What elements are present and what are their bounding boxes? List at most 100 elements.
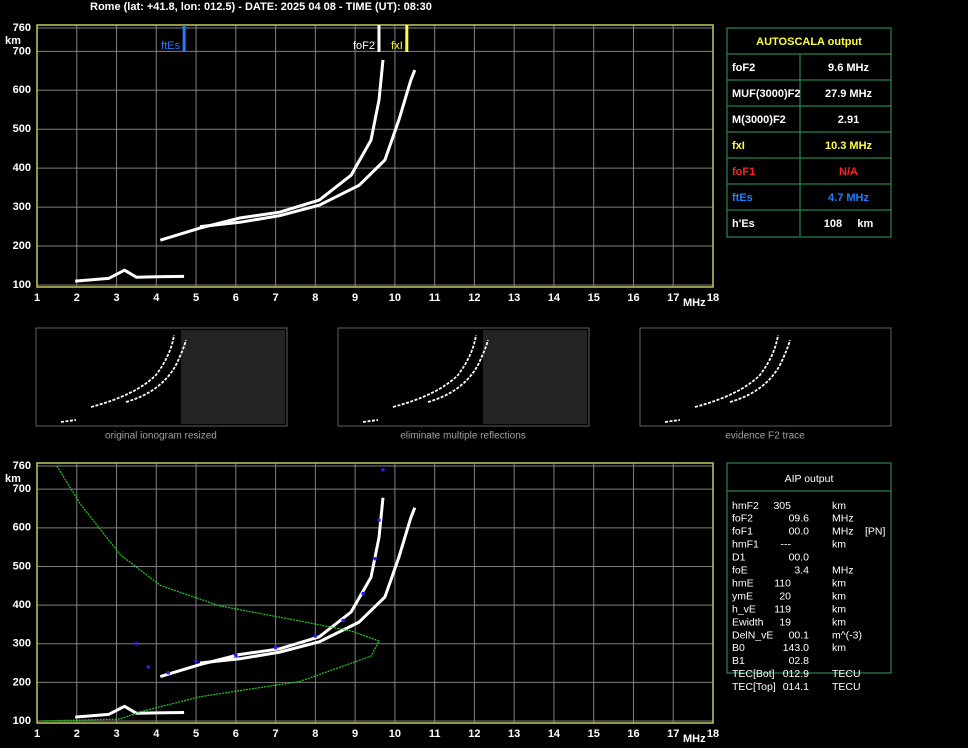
x-tick-label: 13 xyxy=(508,728,520,740)
y-axis-label: km xyxy=(5,473,21,485)
x-tick-label: 6 xyxy=(233,728,239,740)
param-unit: km xyxy=(832,603,846,615)
y-tick-label: 600 xyxy=(13,84,31,96)
param-value: 00.0 xyxy=(789,526,810,538)
y-tick-label: 700 xyxy=(13,483,31,495)
autoscala-panel: AUTOSCALA output foF2 9.6 MHz MUF(3000)F2 27… xyxy=(726,27,892,238)
y-tick-label: 500 xyxy=(13,123,31,135)
aip-panel: AIP output hmF2 305 km foF2 09.6 MHz foF1 00.0 MH… xyxy=(726,462,892,693)
param-value: 19 xyxy=(779,616,791,628)
row-value: 9.6 MHz xyxy=(828,62,869,74)
plot-frame xyxy=(36,24,714,288)
y-tick-label: 500 xyxy=(13,560,31,572)
param-unit: km xyxy=(832,616,846,628)
row-label: MUF(3000)F2 xyxy=(732,88,800,100)
x-tick-label: 10 xyxy=(389,728,401,740)
thumbnail-caption: evidence F2 trace xyxy=(725,431,805,442)
y-tick-label: 200 xyxy=(13,240,31,252)
param-name: hmE xyxy=(732,577,754,589)
x-tick-label: 4 xyxy=(153,728,160,740)
y-tick-label: 100 xyxy=(13,715,31,727)
param-unit: km xyxy=(832,590,846,602)
thumbnail-trace xyxy=(664,334,791,423)
param-value: 02.8 xyxy=(789,655,810,667)
param-name: hmF1 xyxy=(732,539,759,551)
param-value: 20 xyxy=(779,590,791,602)
row-value: 10.3 MHz xyxy=(825,140,873,152)
trace-point xyxy=(381,468,385,472)
param-unit: km xyxy=(832,539,846,551)
row-value: 108 km xyxy=(824,218,874,230)
x-axis-label: MHz xyxy=(683,733,706,745)
param-value: 143.0 xyxy=(783,642,809,654)
row-value: N/A xyxy=(839,166,858,178)
row-label: M(3000)F2 xyxy=(732,114,786,126)
x-tick-label: 3 xyxy=(113,728,119,740)
param-note: [PN] xyxy=(865,526,886,538)
param-name: TEC[Top] xyxy=(732,681,776,693)
param-value: 00.0 xyxy=(789,552,810,564)
x-tick-label: 8 xyxy=(312,728,318,740)
x-tick-label: 14 xyxy=(548,728,561,740)
param-unit: MHz xyxy=(832,565,854,577)
echo-trace xyxy=(75,704,185,719)
y-tick-label: 760 xyxy=(13,22,31,34)
row-label: foF2 xyxy=(732,62,755,74)
thumbnail-trace xyxy=(60,334,187,423)
row-value: 4.7 MHz xyxy=(828,192,869,204)
param-name: foE xyxy=(732,565,748,577)
trace-point xyxy=(134,641,139,646)
param-value: 014.1 xyxy=(783,681,809,693)
echo-trace xyxy=(199,69,417,229)
trace-point xyxy=(313,634,318,638)
thumbnail-trace xyxy=(362,334,489,423)
x-tick-label: 17 xyxy=(667,292,679,304)
x-tick-label: 1 xyxy=(34,728,40,740)
param-value: 09.6 xyxy=(789,513,810,525)
param-unit: km xyxy=(832,500,846,512)
param-unit: TECU xyxy=(832,668,861,680)
param-name: DelN_vE xyxy=(732,629,773,641)
trace-point xyxy=(361,591,365,596)
param-value: 305 xyxy=(773,500,791,512)
x-tick-label: 12 xyxy=(468,728,480,740)
trace-point xyxy=(194,659,198,663)
thumbnails: original ionogram resized eliminate multi… xyxy=(35,327,892,442)
density-profile xyxy=(40,465,380,722)
x-tick-label: 13 xyxy=(508,292,520,304)
x-tick-label: 7 xyxy=(273,728,279,740)
y-tick-label: 300 xyxy=(13,201,31,213)
header-title: Rome (lat: +41.8, lon: 012.5) - DATE: 20… xyxy=(90,1,432,13)
x-tick-label: 18 xyxy=(707,292,719,304)
param-value: 119 xyxy=(774,603,791,615)
trace-point xyxy=(341,618,345,623)
x-tick-label: 5 xyxy=(193,292,199,304)
param-name: B1 xyxy=(732,655,745,667)
x-tick-label: 8 xyxy=(312,292,318,304)
x-tick-label: 17 xyxy=(667,728,679,740)
param-unit: km xyxy=(832,577,846,589)
x-tick-label: 2 xyxy=(74,728,80,740)
table-title: AUTOSCALA output xyxy=(756,36,862,48)
x-tick-label: 1 xyxy=(34,292,40,304)
trace-point xyxy=(166,670,171,675)
y-tick-label: 100 xyxy=(13,279,31,291)
ionogram-chart: 1 2 3 4 5 6 7 8 9 10 11 12 13 14 15 16 17 181002003004005… xyxy=(5,22,719,309)
table-frame xyxy=(726,462,892,674)
param-value: 3.4 xyxy=(794,565,809,577)
param-unit: km xyxy=(832,642,846,654)
param-name: hmF2 xyxy=(732,500,759,512)
x-tick-label: 5 xyxy=(193,728,199,740)
thumbnail-caption: original ionogram resized xyxy=(105,431,217,442)
thumbnail-noise xyxy=(181,330,285,424)
param-unit: MHz xyxy=(832,513,854,525)
x-tick-label: 12 xyxy=(468,292,480,304)
param-unit: TECU xyxy=(832,681,861,693)
x-tick-label: 16 xyxy=(627,728,639,740)
param-name: h_vE xyxy=(732,603,756,615)
y-tick-label: 400 xyxy=(13,162,31,174)
plot-frame xyxy=(36,462,714,724)
trace-point xyxy=(377,518,381,522)
param-name: D1 xyxy=(732,552,746,564)
